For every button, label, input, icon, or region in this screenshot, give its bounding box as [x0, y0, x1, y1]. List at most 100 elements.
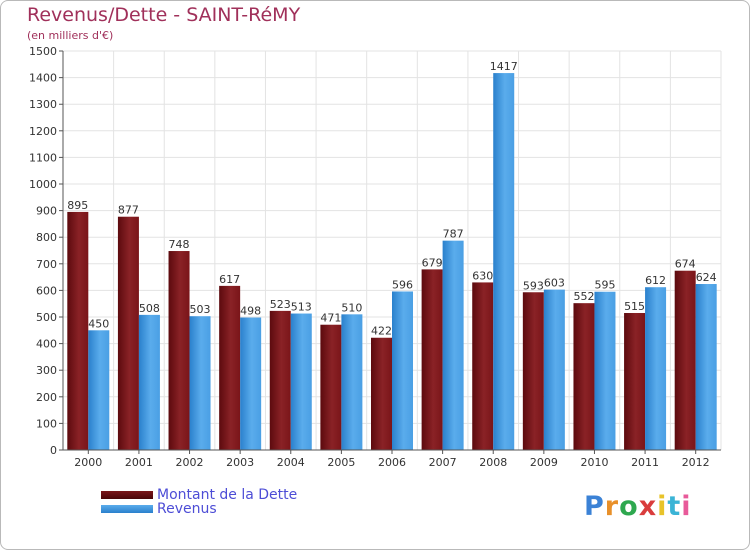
data-label-debt: 877 — [118, 204, 139, 217]
y-tick-label: 100 — [36, 417, 57, 430]
x-tick-label: 2001 — [125, 456, 153, 469]
bar-debt — [522, 292, 544, 450]
data-label-debt: 674 — [675, 258, 696, 271]
data-label-debt: 471 — [320, 312, 341, 325]
bar-revenue — [543, 289, 565, 450]
bar-debt — [472, 282, 494, 450]
bar-debt — [573, 303, 595, 450]
data-label-debt: 617 — [219, 273, 240, 286]
data-label-revenue: 503 — [190, 303, 211, 316]
y-tick-label: 900 — [36, 205, 57, 218]
data-label-revenue: 498 — [240, 305, 261, 318]
bar-debt — [168, 251, 190, 450]
data-label-revenue: 513 — [291, 301, 312, 314]
x-tick-label: 2012 — [682, 456, 710, 469]
x-tick-label: 2006 — [378, 456, 406, 469]
data-label-debt: 630 — [472, 269, 493, 282]
bar-revenue — [88, 330, 110, 450]
data-label-debt: 422 — [371, 325, 392, 338]
bar-revenue — [392, 291, 413, 450]
y-tick-label: 500 — [36, 311, 57, 324]
y-tick-label: 1200 — [29, 125, 57, 138]
brand-letter: t — [667, 491, 682, 522]
y-tick-label: 400 — [36, 338, 57, 351]
bar-revenue — [645, 287, 667, 450]
data-label-debt: 515 — [624, 300, 645, 313]
data-label-debt: 523 — [270, 298, 291, 311]
y-tick-label: 700 — [36, 258, 57, 271]
labels: 0 100 200 300 400 500 600 700 800 900 1000 1100 1200… — [29, 45, 717, 469]
bar-debt — [371, 337, 392, 450]
brand-logo: Proxiti — [584, 491, 692, 522]
bar-revenue — [290, 313, 312, 450]
data-label-revenue: 612 — [645, 274, 666, 287]
x-tick-label: 2004 — [277, 456, 305, 469]
legend-swatch-revenue — [101, 505, 153, 513]
axes — [59, 50, 721, 454]
data-label-debt: 552 — [573, 290, 594, 303]
x-tick-label: 2010 — [580, 456, 608, 469]
x-tick-label: 2009 — [530, 456, 558, 469]
brand-letter: x — [638, 491, 658, 522]
chart-subtitle: (en milliers d'€) — [27, 29, 114, 42]
data-label-revenue: 595 — [594, 279, 615, 292]
y-tick-label: 1000 — [29, 178, 57, 191]
x-tick-label: 2005 — [327, 456, 355, 469]
bars — [67, 73, 717, 450]
bar-debt — [624, 313, 646, 450]
x-tick-label: 2011 — [631, 456, 659, 469]
legend-item-debt: Montant de la Dette — [101, 487, 297, 503]
bar-revenue — [493, 73, 515, 450]
bar-revenue — [138, 314, 160, 450]
brand-letter: P — [584, 491, 605, 522]
y-tick-label: 200 — [36, 391, 57, 404]
x-tick-label: 2008 — [479, 456, 507, 469]
data-label-revenue: 624 — [696, 271, 717, 284]
data-label-revenue: 450 — [88, 317, 109, 330]
brand-letter: i — [681, 491, 692, 522]
data-label-debt: 895 — [67, 199, 88, 212]
bar-debt — [219, 285, 241, 450]
bar-debt — [67, 211, 89, 450]
data-label-revenue: 596 — [392, 278, 413, 291]
bar-revenue — [189, 316, 211, 450]
data-label-revenue: 1417 — [490, 60, 518, 73]
data-label-debt: 593 — [523, 279, 544, 292]
y-tick-label: 300 — [36, 364, 57, 377]
bar-revenue — [442, 240, 464, 450]
y-tick-label: 800 — [36, 231, 57, 244]
legend-label-revenue: Revenus — [157, 501, 217, 517]
x-tick-label: 2007 — [429, 456, 457, 469]
bar-revenue — [240, 317, 262, 450]
bar-debt — [269, 310, 291, 450]
bar-debt — [674, 270, 696, 450]
x-tick-label: 2003 — [226, 456, 254, 469]
y-tick-label: 1500 — [29, 45, 57, 58]
x-tick-label: 2000 — [74, 456, 102, 469]
data-label-revenue: 508 — [139, 302, 160, 315]
bar-revenue — [341, 314, 363, 450]
bar-debt — [320, 324, 342, 450]
y-tick-label: 1400 — [29, 72, 57, 85]
brand-letter: o — [619, 491, 639, 522]
legend-label-debt: Montant de la Dette — [157, 487, 298, 503]
x-tick-label: 2002 — [176, 456, 204, 469]
chart-title: Revenus/Dette - SAINT-RéMY — [27, 4, 301, 26]
bar-revenue — [594, 291, 616, 450]
bar-debt — [421, 269, 443, 450]
bar-revenue — [695, 284, 717, 450]
data-label-debt: 748 — [169, 238, 190, 251]
legend-swatch-debt — [101, 491, 153, 499]
legend-item-revenue: Revenus — [101, 501, 217, 517]
data-label-debt: 679 — [422, 256, 443, 269]
bar-debt — [117, 216, 139, 450]
data-label-revenue: 510 — [341, 301, 362, 314]
y-tick-label: 1100 — [29, 151, 57, 164]
y-tick-label: 600 — [36, 284, 57, 297]
brand-letter: i — [657, 491, 668, 522]
brand-letter: r — [604, 491, 620, 522]
y-tick-label: 0 — [50, 444, 57, 457]
data-label-revenue: 603 — [544, 277, 565, 290]
